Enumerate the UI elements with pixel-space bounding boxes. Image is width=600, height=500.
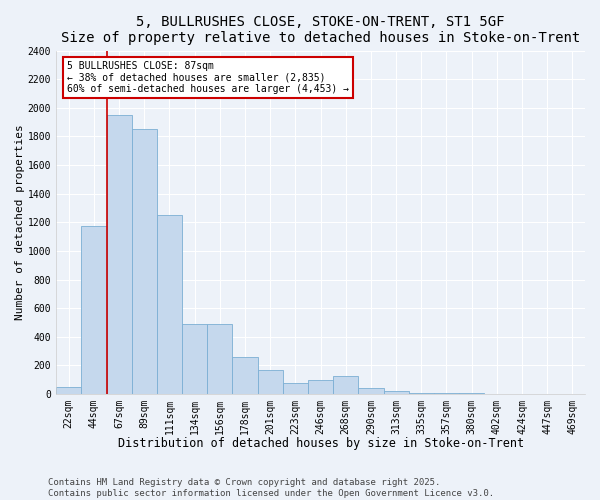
Bar <box>383 390 409 394</box>
Bar <box>409 392 434 394</box>
Bar <box>333 376 358 394</box>
Text: Contains HM Land Registry data © Crown copyright and database right 2025.
Contai: Contains HM Land Registry data © Crown c… <box>48 478 494 498</box>
Bar <box>56 387 82 394</box>
Bar <box>82 226 107 394</box>
Bar <box>283 384 308 394</box>
Title: 5, BULLRUSHES CLOSE, STOKE-ON-TRENT, ST1 5GF
Size of property relative to detach: 5, BULLRUSHES CLOSE, STOKE-ON-TRENT, ST1… <box>61 15 580 45</box>
Bar <box>358 388 383 394</box>
Bar <box>257 370 283 394</box>
Bar <box>107 115 131 394</box>
Text: 5 BULLRUSHES CLOSE: 87sqm
← 38% of detached houses are smaller (2,835)
60% of se: 5 BULLRUSHES CLOSE: 87sqm ← 38% of detac… <box>67 61 349 94</box>
Bar <box>308 380 333 394</box>
Bar <box>157 215 182 394</box>
X-axis label: Distribution of detached houses by size in Stoke-on-Trent: Distribution of detached houses by size … <box>118 437 524 450</box>
Bar <box>131 130 157 394</box>
Bar <box>207 324 232 394</box>
Bar <box>182 324 207 394</box>
Bar <box>232 357 257 394</box>
Y-axis label: Number of detached properties: Number of detached properties <box>15 124 25 320</box>
